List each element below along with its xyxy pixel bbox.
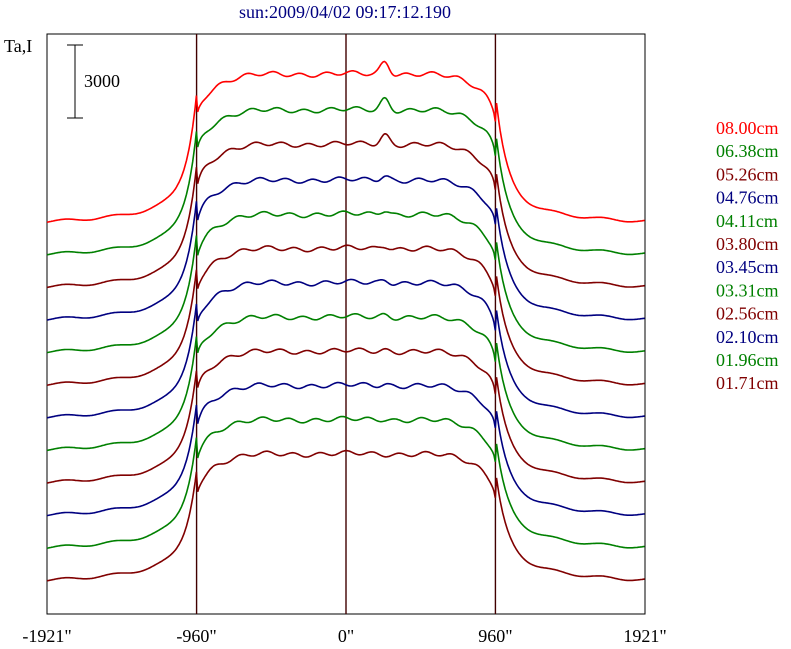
legend-item: 03.45cm — [716, 257, 779, 277]
legend-item: 01.71cm — [716, 373, 779, 393]
legend-item: 06.38cm — [716, 141, 779, 161]
legend-item: 04.11cm — [716, 211, 778, 231]
series-line-01-96cm — [46, 415, 645, 549]
legend-item: 05.26cm — [716, 164, 779, 184]
legend-item: 04.76cm — [716, 188, 779, 208]
x-tick-label: 0" — [338, 626, 354, 646]
x-tick-label: -1921" — [22, 626, 71, 646]
scale-bar-label: 3000 — [84, 71, 120, 91]
x-tick-label: 1921" — [623, 626, 666, 646]
series-line-08-00cm — [46, 60, 645, 223]
legend-item: 03.31cm — [716, 280, 779, 300]
legend-item: 02.10cm — [716, 327, 779, 347]
series-line-06-38cm — [46, 96, 645, 256]
series-line-02-10cm — [46, 381, 645, 517]
series-line-03-45cm — [46, 278, 645, 419]
legend: 08.00cm 06.38cm 05.26cm 04.76cm 04.11cm 03.80… — [716, 118, 779, 393]
x-tick-labels: -1921" -960" 0" 960" 1921" — [22, 626, 666, 646]
scale-bar: 3000 — [67, 44, 120, 119]
series-line-03-31cm — [46, 312, 645, 452]
legend-item: 01.96cm — [716, 350, 779, 370]
x-tick-label: 960" — [478, 626, 512, 646]
series-line-02-56cm — [46, 347, 645, 484]
y-axis-label: Ta,I — [4, 36, 32, 56]
series-lines — [46, 60, 645, 582]
series-line-04-11cm — [46, 210, 645, 354]
legend-item: 08.00cm — [716, 118, 779, 138]
series-line-04-76cm — [46, 175, 645, 321]
legend-item: 03.80cm — [716, 234, 779, 254]
series-line-01-71cm — [46, 449, 645, 582]
x-tick-label: -960" — [176, 626, 216, 646]
legend-item: 02.56cm — [716, 304, 779, 324]
guide-lines — [195, 34, 497, 614]
series-line-03-80cm — [46, 244, 645, 386]
chart-title: sun:2009/04/02 09:17:12.190 — [239, 2, 451, 22]
series-line-05-26cm — [46, 132, 645, 289]
